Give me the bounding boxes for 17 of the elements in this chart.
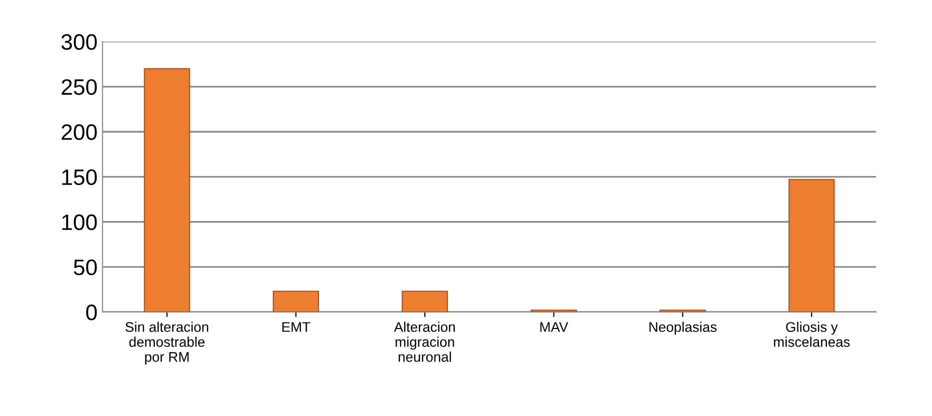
- y-tick-label: 100: [62, 214, 97, 230]
- x-tick-label: Alteracion migracion neuronal: [394, 322, 455, 362]
- bar: [144, 68, 190, 312]
- x-tick-label: Sin alteracion demostrable por RM: [126, 322, 208, 365]
- y-tick-label: 150: [62, 169, 97, 186]
- bar: [402, 290, 448, 312]
- y-tick-label: 50: [74, 259, 97, 276]
- y-tick-label: 200: [62, 124, 97, 140]
- x-tick-label: MAV: [540, 322, 568, 332]
- y-tick-label: 300: [61, 34, 97, 50]
- x-tick-label: Neoplasias: [649, 322, 717, 335]
- x-tick-label: Gliosis y miscelaneas: [774, 322, 850, 347]
- bar: [788, 178, 835, 312]
- x-tick-label: EMT: [282, 322, 310, 332]
- y-tick-label: 0: [86, 304, 97, 320]
- y-tick-label: 250: [62, 79, 97, 95]
- bar: [272, 290, 320, 312]
